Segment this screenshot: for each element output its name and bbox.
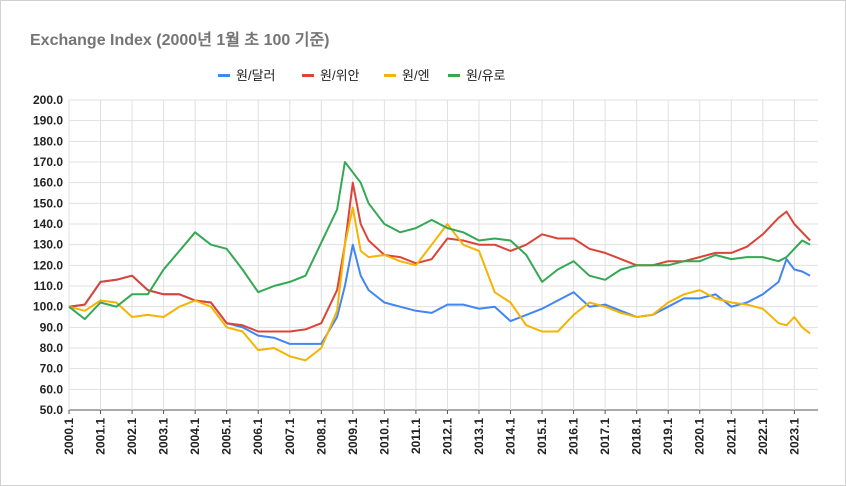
y-tick-label: 70.0 xyxy=(40,362,64,376)
legend-label: 원/위안 xyxy=(320,68,360,83)
x-tick-label: 2001.1 xyxy=(94,418,108,455)
x-tick-label: 2022.1 xyxy=(756,418,770,455)
x-tick-label: 2000.1 xyxy=(62,418,76,455)
axes: 50.0 60.0 70.0 80.0 90.0 100.0 110.0 120.0 130.0… xyxy=(33,93,801,455)
chart-title: Exchange Index (2000년 1월 초 100 기준) xyxy=(30,32,330,49)
x-tick-label: 2020.1 xyxy=(693,418,707,455)
y-tick-label: 140.0 xyxy=(33,217,63,231)
y-tick-label: 190.0 xyxy=(33,114,63,128)
x-tick-label: 2023.1 xyxy=(787,418,801,455)
x-tick-label: 2007.1 xyxy=(283,418,297,455)
x-tick-label: 2004.1 xyxy=(188,418,202,455)
series-line-2 xyxy=(68,181,811,333)
legend-swatch xyxy=(448,74,460,77)
x-tick-label: 2012.1 xyxy=(440,418,454,455)
y-tick-label: 110.0 xyxy=(34,279,64,293)
x-tick-label: 2008.1 xyxy=(314,418,328,455)
x-tick-label: 2005.1 xyxy=(220,418,234,455)
y-tick-label: 130.0 xyxy=(33,238,63,252)
x-tick-label: 2009.1 xyxy=(346,418,360,455)
x-tick-label: 2014.1 xyxy=(504,418,518,455)
legend-swatch xyxy=(218,74,230,77)
y-tick-label: 50.0 xyxy=(40,403,64,417)
y-tick-label: 80.0 xyxy=(40,341,64,355)
y-tick-label: 60.0 xyxy=(40,382,64,396)
legend-label: 원/엔 xyxy=(402,68,430,83)
y-tick-label: 120.0 xyxy=(33,258,63,272)
grid-lines xyxy=(68,99,818,411)
series-line-3 xyxy=(68,206,811,362)
x-tick-label: 2021.1 xyxy=(724,418,738,455)
legend-label: 원/유로 xyxy=(466,68,506,83)
legend-swatch xyxy=(302,74,314,77)
x-tick-label: 2019.1 xyxy=(661,418,675,455)
legend: 원/달러 원/위안 원/엔 원/유로 xyxy=(218,68,506,83)
y-tick-label: 170.0 xyxy=(33,155,63,169)
x-tick-label: 2017.1 xyxy=(598,418,612,455)
series-line-4 xyxy=(68,161,811,321)
x-tick-label: 2013.1 xyxy=(472,418,486,455)
x-tick-label: 2018.1 xyxy=(630,418,644,455)
y-tick-label: 200.0 xyxy=(33,93,63,107)
legend-label: 원/달러 xyxy=(236,68,276,83)
x-tick-label: 2006.1 xyxy=(251,418,265,455)
legend-swatch xyxy=(384,74,396,77)
x-tick-label: 2003.1 xyxy=(157,418,171,455)
y-tick-label: 150.0 xyxy=(33,196,63,210)
y-tick-label: 100.0 xyxy=(33,300,63,314)
y-tick-label: 160.0 xyxy=(33,176,63,190)
x-tick-label: 2002.1 xyxy=(125,418,139,455)
x-tick-label: 2011.1 xyxy=(409,418,423,454)
series-lines xyxy=(68,161,811,362)
x-tick-label: 2010.1 xyxy=(377,418,391,455)
y-tick-label: 90.0 xyxy=(40,320,64,334)
x-tick-label: 2016.1 xyxy=(567,418,581,455)
y-tick-label: 180.0 xyxy=(33,134,63,148)
x-tick-label: 2015.1 xyxy=(535,418,549,455)
